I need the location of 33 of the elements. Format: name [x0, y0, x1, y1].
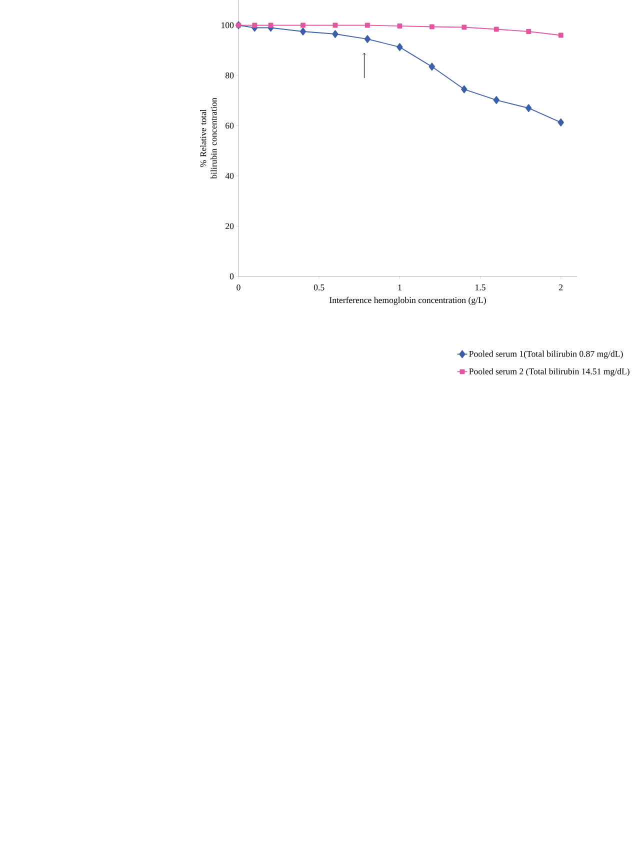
- y-tick-label: 100: [222, 22, 234, 28]
- point: [493, 96, 500, 104]
- y-axis-title: % Relative total bilirubin concentration: [200, 98, 217, 179]
- y-tick-label: 80: [226, 72, 234, 78]
- point: [396, 43, 403, 52]
- point: [300, 22, 306, 28]
- point: [430, 24, 435, 30]
- y-tick-label: 20: [226, 223, 234, 230]
- y-tick-label: 40: [225, 172, 234, 179]
- x-tick-label: 1: [398, 284, 402, 290]
- x-tick-label: 0: [236, 284, 241, 290]
- point: [526, 29, 532, 34]
- point: [494, 26, 500, 32]
- point: [332, 30, 338, 38]
- point: [397, 24, 402, 28]
- y-tick-label: 0: [230, 273, 234, 280]
- legend-label: Pooled serum 1(Total bilirubin 0.87 mg/dL): [469, 350, 623, 359]
- x-tick-label: 0.5: [314, 284, 324, 290]
- point: [558, 32, 564, 38]
- point: [300, 28, 306, 36]
- x-axis-title: Interference hemoglobin concentration (g/L): [330, 296, 486, 305]
- point: [252, 22, 258, 28]
- point: [461, 85, 468, 94]
- point: [428, 62, 436, 71]
- point: [462, 24, 467, 30]
- point: [526, 104, 532, 112]
- x-tick-label: 1.5: [476, 284, 486, 290]
- x-tick-label: 2: [559, 284, 563, 290]
- y-tick-label: 60: [226, 122, 234, 129]
- point: [364, 35, 371, 44]
- point: [558, 118, 564, 126]
- point: [365, 22, 370, 28]
- legend-label: Pooled serum 2 (Total bilirubin 14.51 mg/dL): [469, 368, 630, 376]
